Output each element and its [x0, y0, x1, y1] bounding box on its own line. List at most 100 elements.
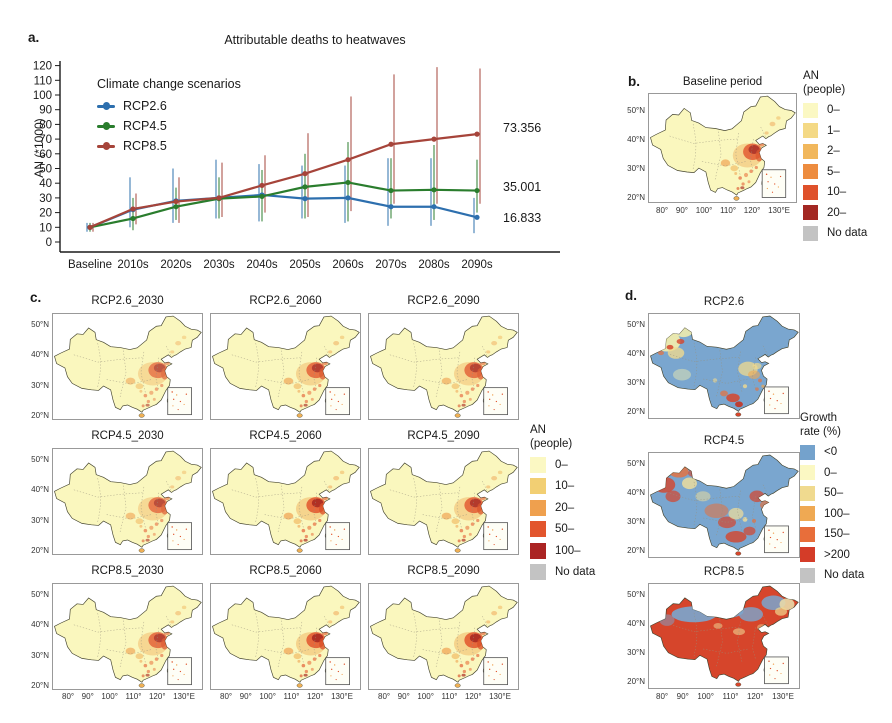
axis-tick-label: 20°N [31, 545, 49, 555]
legend-label: 150– [824, 528, 850, 541]
legend-label: 0– [827, 104, 840, 117]
map-title: Baseline period [682, 76, 763, 88]
map-x-axis: 80° 90° 100° 110° 120° 130°E [62, 692, 195, 701]
axis-tick-label: 120° [306, 692, 324, 701]
panel-b-label: b. [628, 74, 640, 89]
legend-item: 50– [800, 485, 864, 501]
axis-tick-label: 100° [101, 692, 118, 701]
legend-label: <0 [824, 446, 838, 459]
china-map [52, 313, 203, 420]
end-value-rcp85: 73.356 [503, 121, 542, 135]
axis-tick-label: 30°N [31, 380, 49, 390]
legend-swatch [803, 205, 818, 221]
axis-tick-label: 40°N [31, 620, 49, 630]
legend-title-line1: AN [530, 424, 546, 436]
axis-tick-label: 110° [441, 692, 458, 701]
map-x-axis: 80° 90° 100° 110° 120° 130°E [656, 692, 794, 701]
axis-tick-label: 90° [397, 692, 410, 701]
svg-text:60: 60 [39, 149, 52, 161]
rcp85-marker-icon [97, 142, 115, 150]
map-panel: RCP4.5_2060 [210, 430, 368, 562]
svg-text:2070s: 2070s [375, 259, 407, 271]
axis-tick-label: 100° [695, 206, 713, 215]
axis-tick-label: 90° [675, 206, 688, 215]
map-panel-rcp45: RCP4.5 50°N 40°N 30°N 20°N [622, 435, 822, 575]
map-title: RCP4.5_2060 [249, 430, 322, 442]
legend-item: No data [800, 567, 865, 583]
map-title: RCP4.5_2090 [407, 430, 480, 442]
map-x-axis: 80° 90° 100° 110° 120° 130°E [220, 692, 353, 701]
axis-tick-label: 30°N [31, 515, 49, 525]
legend-label: 10– [827, 186, 847, 199]
china-map [210, 448, 361, 555]
map-title: RCP8.5 [703, 566, 745, 578]
axis-tick-label: 20°N [627, 546, 645, 555]
chart-legend-title: Climate change scenarios [97, 77, 241, 91]
axis-tick-label: 30°N [31, 650, 49, 660]
legend-swatch [803, 143, 818, 159]
map-panel: RCP8.5_2090 80° 90° 100° 110° 120° 130°E [368, 565, 526, 701]
legend-item: 150– [800, 526, 864, 542]
legend-swatch [800, 444, 815, 460]
axis-tick-label: 110° [720, 206, 737, 215]
china-map [368, 583, 519, 690]
axis-tick-label: 100° [259, 692, 276, 701]
axis-tick-label: 120° [464, 692, 482, 701]
china-map-baseline [648, 93, 797, 203]
map-title: RCP2.6_2060 [249, 295, 322, 307]
axis-tick-label: 30°N [627, 164, 645, 173]
legend-title-line2: (people) [530, 437, 573, 450]
legend-title-line2: rate (%) [800, 425, 841, 438]
map-panel: RCP8.5_2030 50°N 40°N 30°N 20°N 80° 90° 100° 1… [31, 565, 210, 701]
panel-b-baseline-map: Baseline period 50°N 40°N 30°N 20°N 80° 90° 1… [618, 70, 892, 300]
map-panel: RCP2.6_2060 [210, 295, 368, 427]
axis-tick-label: 20°N [627, 407, 645, 416]
svg-text:20: 20 [39, 208, 52, 220]
legend-label: RCP2.6 [123, 99, 167, 113]
axis-tick-label: 130°E [768, 206, 790, 215]
legend-title: Growth rate (%) [800, 412, 864, 439]
legend-swatch [800, 506, 815, 522]
panel-b-legend: AN (people) 0– 1– 2– 5– 10– 20– No data [803, 70, 867, 241]
legend-swatch [530, 564, 546, 581]
legend-label: RCP4.5 [123, 119, 167, 133]
map-title: RCP2.6_2090 [407, 295, 480, 307]
axis-tick-label: 130°E [331, 692, 353, 701]
axis-tick-label: 20°N [627, 193, 645, 202]
axis-tick-label: 120° [743, 206, 761, 215]
legend-title-line1: Growth [800, 412, 838, 424]
svg-text:2010s: 2010s [117, 259, 149, 271]
axis-tick-label: 30°N [627, 378, 645, 387]
legend-label: >200 [824, 548, 850, 561]
axis-tick-label: 120° [746, 692, 764, 701]
legend-label: 0– [824, 466, 837, 479]
legend-swatch [803, 102, 818, 118]
legend-title-line1: AN [803, 70, 819, 82]
china-map-growth-rcp26 [648, 313, 800, 419]
map-panel: RCP4.5_2030 50°N 40°N 30°N 20°N [31, 430, 210, 562]
legend-label: 0– [555, 458, 568, 471]
legend-item: 50– [530, 521, 595, 538]
legend-item: 5– [803, 164, 867, 180]
axis-tick-label: 30°N [627, 517, 645, 526]
legend-label: No data [824, 569, 865, 582]
axis-tick-label: 50°N [627, 459, 645, 468]
axis-tick-label: 30°N [627, 648, 645, 657]
legend-title: AN (people) [803, 70, 867, 97]
map-y-axis: 50°N 40°N 30°N 20°N [622, 320, 645, 416]
end-value-rcp45: 35.001 [503, 180, 542, 194]
svg-text:30: 30 [39, 193, 52, 205]
legend-item: No data [530, 564, 595, 581]
legend-item: 10– [803, 184, 867, 200]
svg-text:90: 90 [39, 105, 52, 117]
map-x-axis: 80° 90° 100° 110° 120° 130°E [656, 206, 790, 215]
legend-item-rcp85: RCP8.5 [97, 136, 241, 156]
svg-text:2020s: 2020s [160, 259, 192, 271]
legend-item: No data [803, 225, 867, 241]
legend-item: 2– [803, 143, 867, 159]
axis-tick-label: 50°N [627, 590, 645, 599]
map-x-axis: 80° 90° 100° 110° 120° 130°E [378, 692, 511, 701]
legend-item: 0– [530, 456, 595, 473]
china-map [368, 448, 519, 555]
end-value-rcp26: 16.833 [503, 211, 542, 225]
